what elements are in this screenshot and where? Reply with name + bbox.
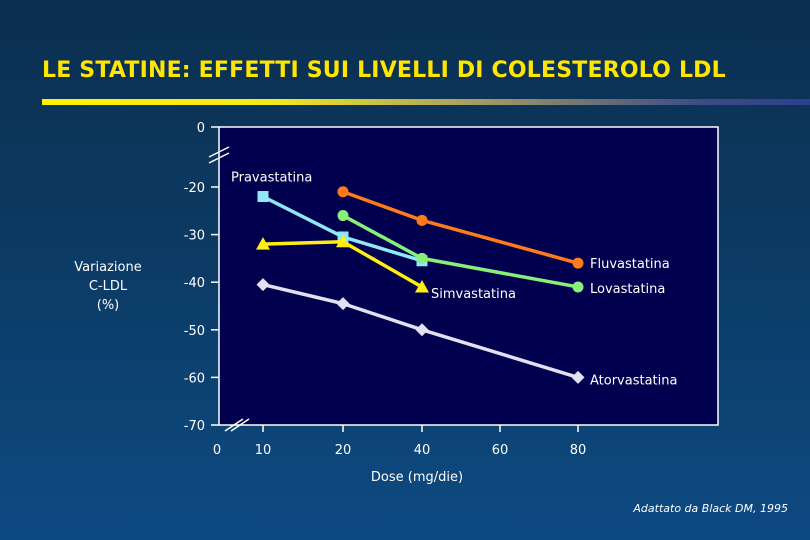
y-axis-title: Variazione C-LDL (%) — [56, 258, 160, 315]
x-tick-label: 20 — [335, 443, 352, 458]
y-tick-label: -40 — [184, 276, 205, 291]
slide-title: LE STATINE: EFFETTI SUI LIVELLI DI COLES… — [42, 58, 726, 83]
series-lovastatina: Lovastatina — [337, 210, 665, 297]
data-point — [256, 237, 270, 250]
data-point — [257, 191, 269, 203]
data-point — [336, 297, 350, 311]
data-point — [415, 279, 429, 293]
y-axis-title-line: (%) — [96, 298, 120, 313]
data-point — [415, 323, 429, 337]
y-tick-label: -20 — [184, 181, 205, 196]
y-tick-label: 0 — [197, 121, 205, 136]
series-atorvastatina: Atorvastatina — [256, 278, 677, 388]
y-tick-label: -70 — [184, 419, 205, 434]
y-tick-label: -60 — [184, 371, 205, 386]
x-tick-label: 0 — [213, 443, 221, 458]
y-axis-break-mark — [208, 146, 230, 158]
series-simvastatina: Simvastatina — [256, 234, 516, 302]
x-tick-label: 40 — [414, 443, 431, 458]
data-point — [336, 234, 350, 248]
x-axis-break-mark — [224, 418, 244, 432]
x-axis: 0 10 20 40 60 80 — [213, 418, 587, 458]
x-tick-label: 60 — [492, 443, 509, 458]
x-tick-label: 80 — [570, 443, 587, 458]
data-point — [571, 370, 585, 384]
series-label: Lovastatina — [590, 282, 665, 297]
x-axis-title: Dose (mg/die) — [371, 470, 463, 485]
x-axis-break-mark — [230, 418, 250, 432]
data-point — [416, 214, 428, 226]
series-fluvastatina: Fluvastatina — [337, 186, 670, 272]
series-label: Atorvastatina — [590, 373, 677, 388]
y-tick-label: -50 — [184, 324, 205, 339]
series-label: Fluvastatina — [590, 257, 670, 272]
series-label: Simvastatina — [431, 287, 516, 302]
data-point — [572, 281, 584, 293]
data-point — [337, 210, 349, 222]
source-citation: Adattato da Black DM, 1995 — [633, 502, 788, 515]
y-axis-title-line: Variazione — [74, 260, 142, 275]
data-point — [337, 186, 349, 198]
series-layer: Atorvastatina Pravastatina Simvastatina Lov… — [231, 171, 677, 389]
series-line — [262, 282, 579, 380]
data-point — [256, 278, 270, 292]
y-axis-title-line: C-LDL — [88, 279, 128, 294]
y-axis-break-mark — [208, 152, 230, 164]
y-axis: 0 -20 -30 -40 -50 -60 -70 — [184, 121, 230, 434]
series-label: Pravastatina — [231, 171, 312, 186]
x-tick-label: 10 — [255, 443, 272, 458]
data-point — [416, 252, 428, 264]
plot-area — [218, 126, 719, 426]
data-point — [572, 257, 584, 269]
title-underline — [42, 99, 810, 105]
y-tick-label: -30 — [184, 229, 205, 244]
